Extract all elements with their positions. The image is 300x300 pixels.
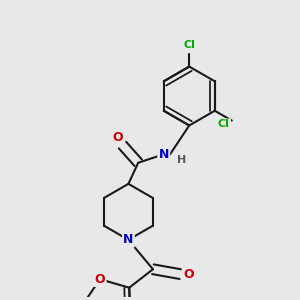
Text: O: O (183, 268, 194, 281)
Text: O: O (112, 131, 123, 144)
Text: N: N (159, 148, 169, 161)
Text: H: H (177, 155, 186, 165)
Text: N: N (123, 233, 134, 246)
Text: Cl: Cl (183, 40, 195, 50)
Text: Cl: Cl (218, 119, 230, 130)
Text: O: O (95, 273, 105, 286)
